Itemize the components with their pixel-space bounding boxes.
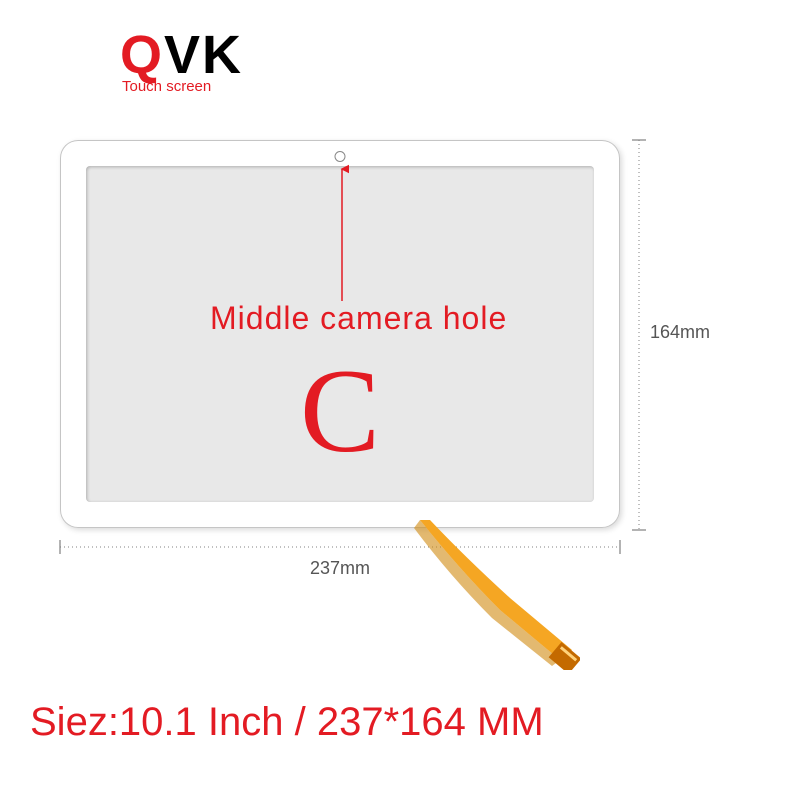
camera-hole-label: Middle camera hole — [210, 300, 507, 337]
variant-letter: C — [300, 342, 380, 480]
logo-letter-v: V — [164, 25, 202, 85]
figure-root: QVK Touch screen Middle camera hole C 16… — [0, 0, 800, 800]
logo-letter-k: K — [202, 25, 243, 85]
logo-text: QVK — [120, 24, 243, 86]
height-dimension-line — [632, 138, 652, 532]
logo-letter-q: Q — [120, 25, 164, 85]
height-dimension-label: 164mm — [650, 322, 710, 343]
width-dimension-label: 237mm — [310, 558, 370, 579]
size-description: Siez:10.1 Inch / 237*164 MM — [30, 700, 544, 745]
brand-logo: QVK Touch screen — [120, 24, 243, 95]
camera-hole-icon — [335, 151, 346, 162]
width-dimension-line — [58, 540, 622, 560]
